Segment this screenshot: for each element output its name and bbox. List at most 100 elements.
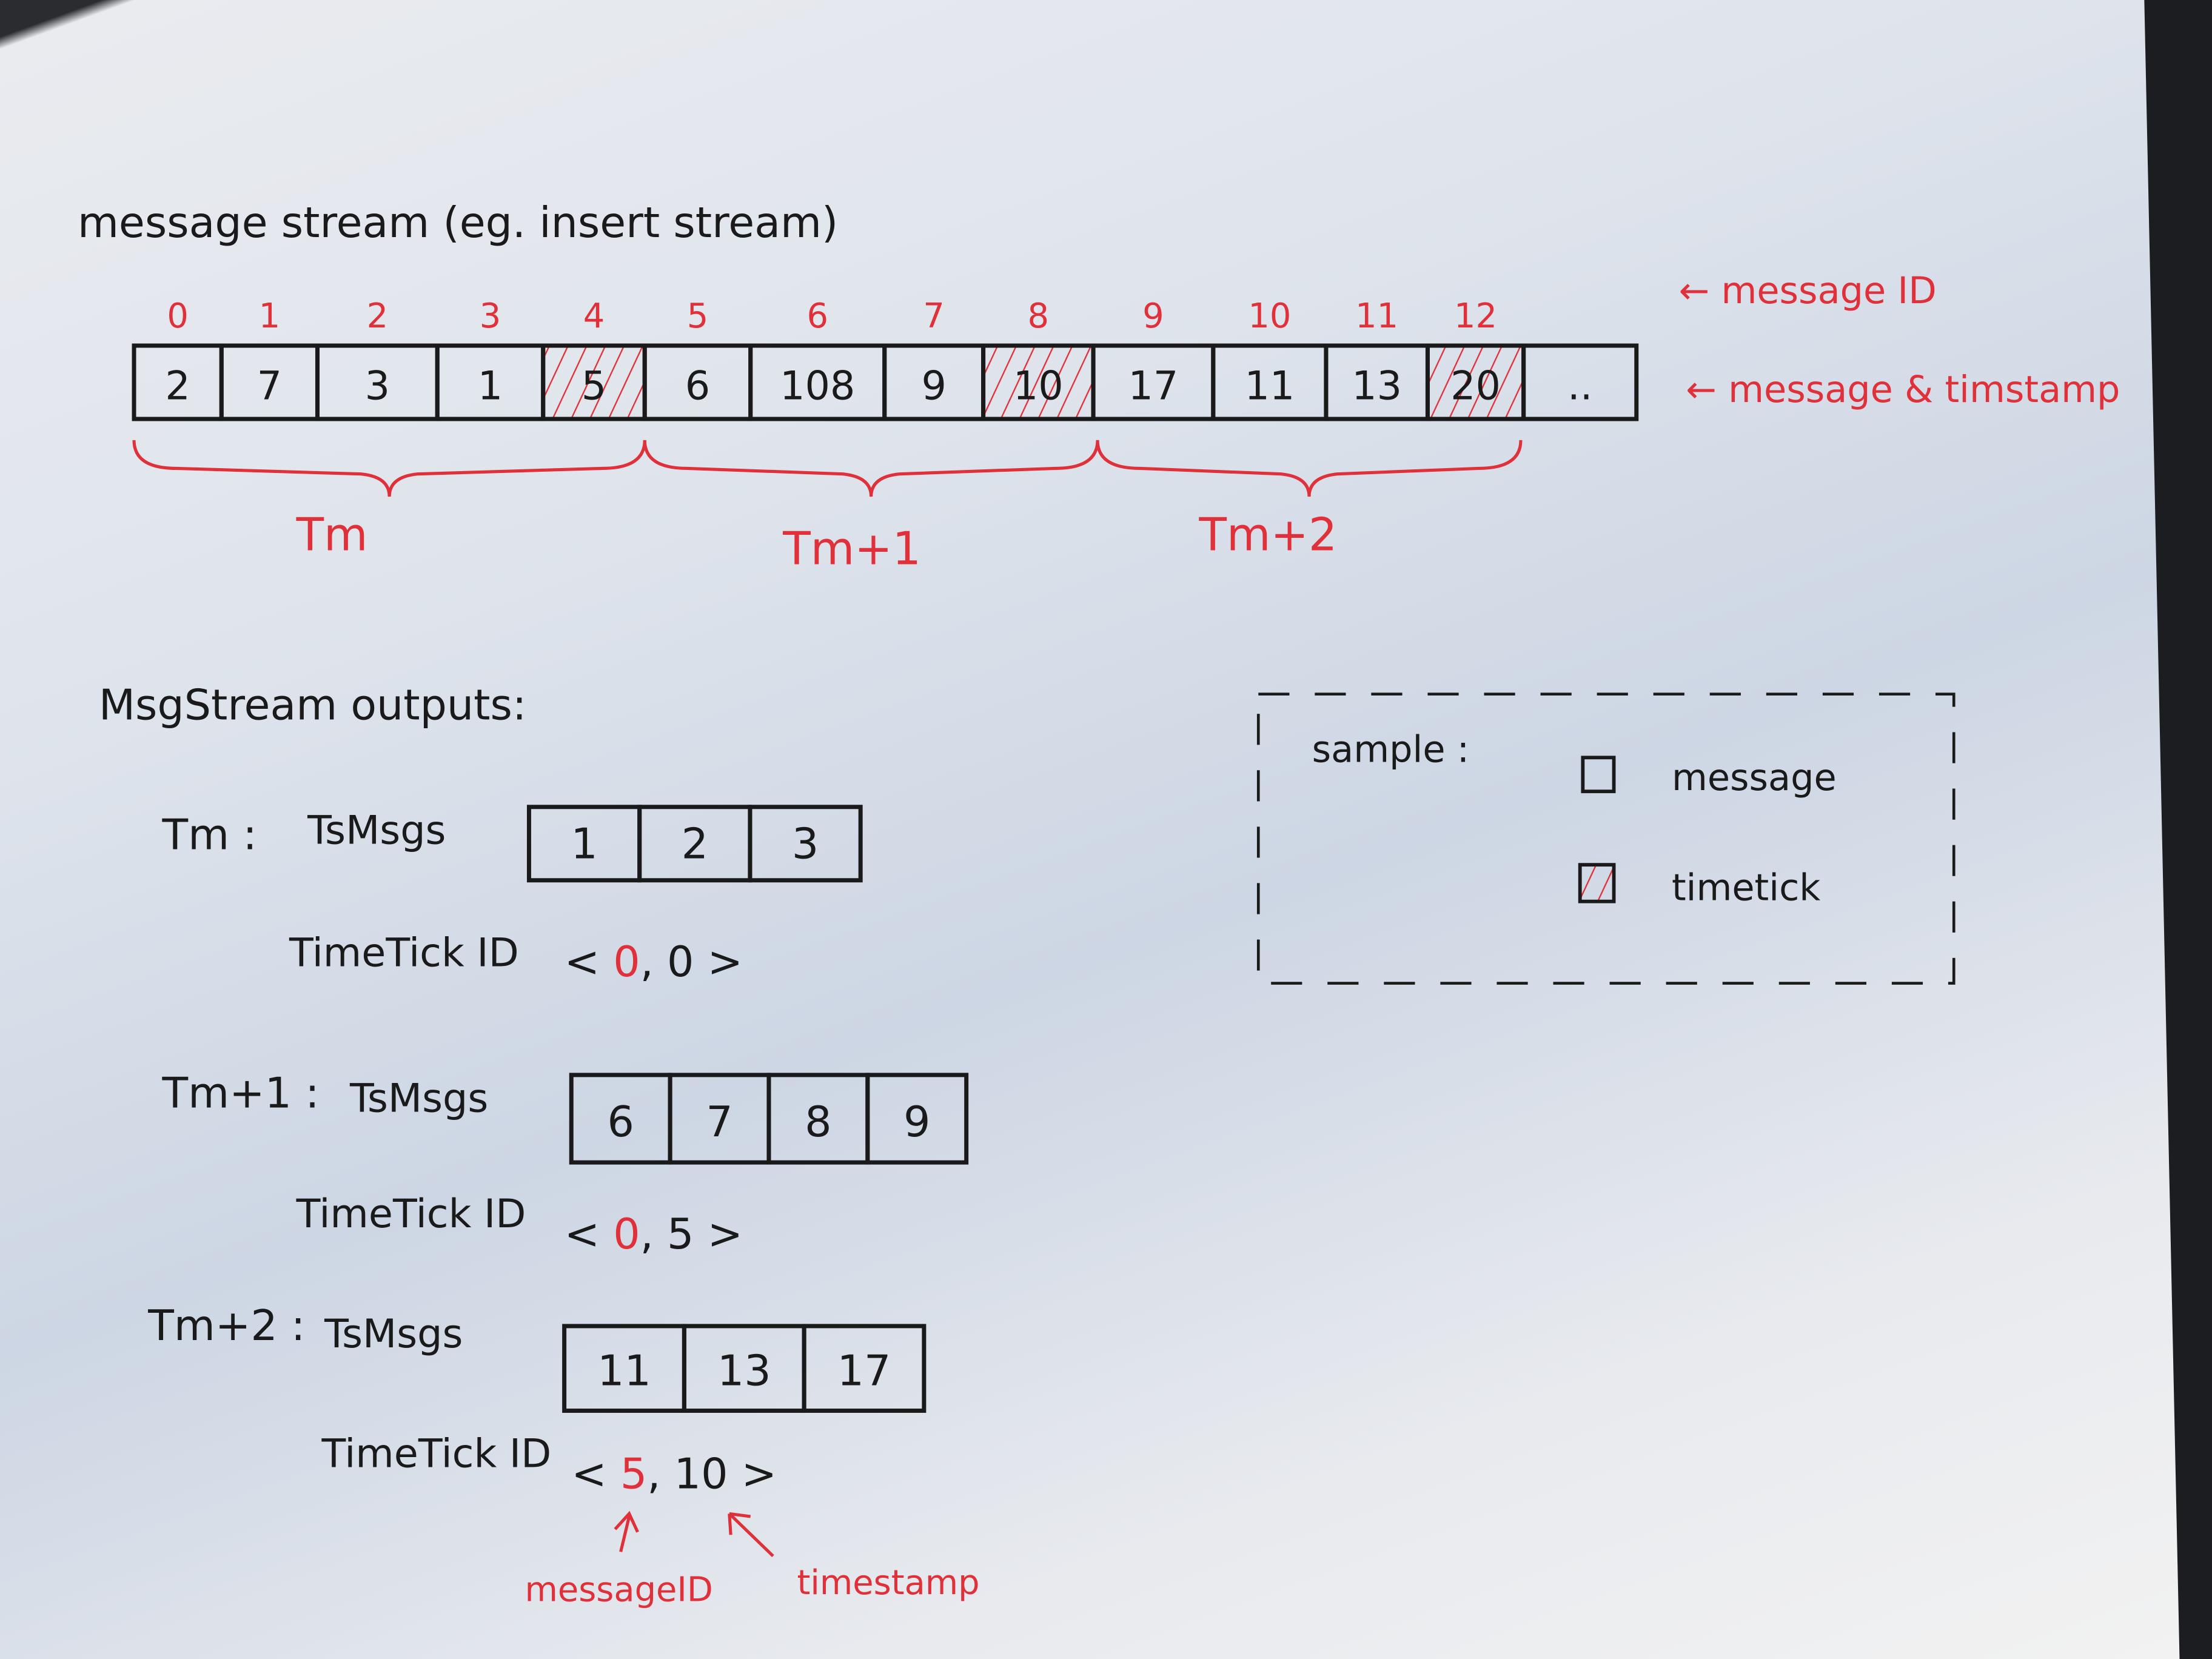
ts-msgs-label: TsMsgs [307,808,446,853]
timestamp-value: 1 [478,363,503,409]
timestamp-value: 11 [1244,363,1295,409]
timetick-id-value: < 5, 10 > [571,1449,777,1498]
message-id: 3 [480,297,501,336]
window-name: Tm+2 : [147,1301,305,1350]
outputs: Tm : TsMsgs 1 2 3 TimeTick ID < 0, 0 > Tm+1 : Ts… [147,805,969,1498]
timestamp-value: 13 [1352,363,1402,409]
timestamp-value: 108 [780,363,855,409]
time-windows: Tm Tm+1 Tm+2 [132,440,1523,575]
message-id-annotation: messageID [525,1570,712,1610]
tuple-punct: , [640,1210,667,1259]
window-label: Tm+2 [1199,508,1338,561]
message-id: 0 [167,297,189,336]
message-id: 6 [806,297,828,336]
legend-box [1256,692,1956,985]
timetick-timestamp: 5 [667,1210,694,1259]
ts-msg-value: 3 [792,819,819,868]
timestamp-value: 17 [1128,363,1179,409]
ts-msg-value: 17 [837,1347,891,1396]
ts-msg-cell [802,1324,927,1413]
outputs-heading: MsgStream outputs: [99,681,527,730]
message-id: 9 [1142,297,1164,336]
timestamp-value: 3 [365,363,390,409]
message-stream: 2 7 3 1 5 6 108 9 10 17 11 13 20.. [132,343,1639,421]
timestamp-value: 6 [685,363,710,409]
ts-msgs-label: TsMsgs [349,1076,488,1121]
legend-message: message [1672,757,1837,799]
ts-msg-value: 7 [706,1098,732,1147]
stream-title: message stream (eg. insert stream) [78,198,838,247]
timetick-swatch [1578,863,1616,903]
ts-msg-cell [748,805,863,883]
timestamp-value: 5 [581,363,606,409]
arrow-to-message-id [614,1510,639,1552]
timetick-id-label: TimeTick ID [289,931,519,976]
timestamp-value: 20 [1450,363,1501,409]
timetick-message-id: 0 [613,937,640,987]
message-id: 2 [367,297,389,336]
ts-msg-value: 11 [597,1347,651,1396]
tuple-punct: , [647,1449,674,1498]
message-id: 1 [259,297,281,336]
timetick-timestamp: 10 [674,1449,728,1498]
message-timestamp-label: ← message & timstamp [1686,369,2120,411]
ts-msg-value: 2 [682,819,708,868]
ts-msg-value: 6 [607,1098,634,1147]
timestamp-value: 7 [257,363,282,409]
output-row: Tm+1 : TsMsgs 6 7 8 9 TimeTick ID < 0, 5 > [162,1068,969,1259]
timestamp-value: 10 [1013,363,1064,409]
message-id: 4 [583,297,605,336]
ts-msg-cell [865,1073,969,1165]
timestamp-value: 2 [165,363,190,409]
tuple-punct: > [728,1449,777,1498]
message-id: 12 [1454,297,1497,336]
timetick-timestamp: 0 [667,937,694,987]
window-label: Tm+1 [782,523,921,575]
legend-title: sample : [1312,728,1469,771]
tuple-punct: < [565,1210,614,1259]
output-row: Tm : TsMsgs 1 2 3 TimeTick ID < 0, 0 > [162,805,863,987]
ts-msgs-label: TsMsgs [324,1312,463,1357]
timetick-cell [1425,343,1526,421]
timetick-id-value: < 0, 5 > [565,1210,743,1259]
timetick-cell [981,343,1096,421]
ts-msg-value: 13 [717,1347,771,1396]
brace [1096,440,1523,497]
message-id: 10 [1248,297,1291,336]
message-swatch [1581,756,1616,794]
message-id: 8 [1028,297,1050,336]
ts-msg-value: 1 [571,819,597,868]
message-id: 5 [687,297,709,336]
window-name: Tm : [162,811,257,860]
timetick-id-value: < 0, 0 > [565,937,743,987]
tuple-punct: < [565,937,614,987]
timetick-message-id: 5 [620,1449,647,1498]
message-id: 11 [1355,297,1398,336]
window-name: Tm+1 : [162,1068,320,1118]
ts-msg-value: 9 [903,1098,930,1147]
arrow-to-timestamp [728,1512,774,1558]
timetick-cell [541,343,647,421]
timestamp-value: 9 [921,363,946,409]
output-row: Tm+2 : TsMsgs 11 13 17 TimeTick ID < 5, 10 > [147,1301,927,1498]
timestamp-value: .. [1567,363,1592,409]
window-label: Tm [296,508,368,561]
message-id: 7 [923,297,945,336]
brace [643,440,1099,497]
legend: sample : message timetick [1256,692,1956,985]
timetick-message-id: 0 [613,1210,640,1259]
tuple-punct: < [571,1449,620,1498]
timetick-id-label: TimeTick ID [296,1191,526,1237]
ts-msg-value: 8 [805,1098,831,1147]
table-edge [2144,0,2212,1659]
legend-timetick: timetick [1672,866,1820,909]
tuple-punct: > [694,1210,743,1259]
tuple-punct: , [640,937,667,987]
message-id-row: 0 1 2 3 4 5 6 7 8 9 10 11 12 [167,297,1497,336]
timestamp-annotation: timestamp [797,1563,979,1603]
brace [132,440,646,497]
tuple-punct: > [694,937,743,987]
message-cell [1521,343,1639,421]
timetick-id-label: TimeTick ID [321,1432,551,1477]
